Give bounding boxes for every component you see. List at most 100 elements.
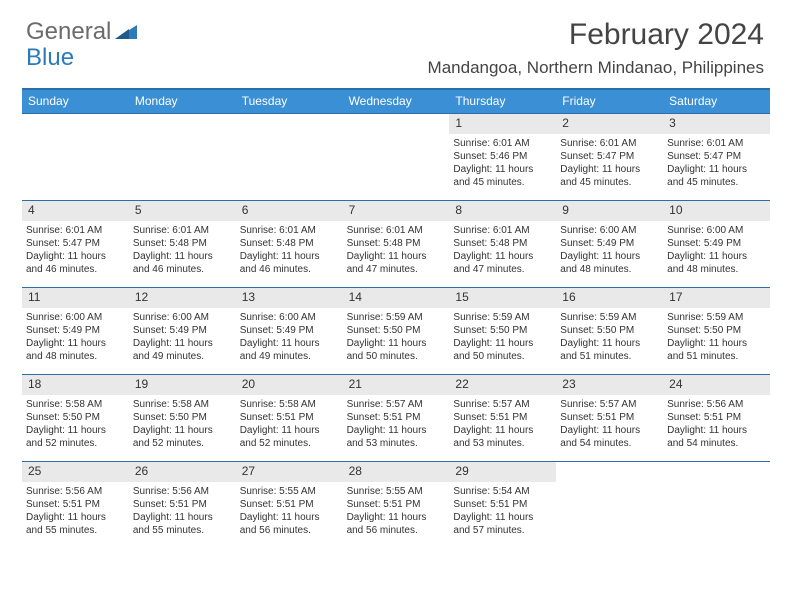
day-header-row: SundayMondayTuesdayWednesdayThursdayFrid… xyxy=(22,90,770,113)
day-number: 10 xyxy=(663,201,770,221)
sunset-text: Sunset: 5:51 PM xyxy=(667,411,766,424)
day-number: 27 xyxy=(236,462,343,482)
calendar-body: 1Sunrise: 6:01 AMSunset: 5:46 PMDaylight… xyxy=(22,113,770,548)
day-number: 12 xyxy=(129,288,236,308)
sunrise-text: Sunrise: 6:01 AM xyxy=(453,137,552,150)
daylight-text: and 52 minutes. xyxy=(26,437,125,450)
calendar-cell xyxy=(22,114,129,200)
day-number: 13 xyxy=(236,288,343,308)
day-number: 28 xyxy=(343,462,450,482)
calendar-cell: 9Sunrise: 6:00 AMSunset: 5:49 PMDaylight… xyxy=(556,201,663,287)
calendar-cell xyxy=(343,114,450,200)
calendar-cell: 10 Sunrise: 6:00 AMSunset: 5:49 PMDayligh… xyxy=(663,201,770,287)
sunset-text: Sunset: 5:49 PM xyxy=(560,237,659,250)
sunrise-text: Sunrise: 6:00 AM xyxy=(560,224,659,237)
daylight-text: Daylight: 11 hours xyxy=(453,163,552,176)
daylight-text: and 55 minutes. xyxy=(26,524,125,537)
daylight-text: Daylight: 11 hours xyxy=(240,424,339,437)
daylight-text: and 46 minutes. xyxy=(133,263,232,276)
daylight-text: and 48 minutes. xyxy=(26,350,125,363)
sunrise-text: Sunrise: 6:01 AM xyxy=(26,224,125,237)
sunrise-text: Sunrise: 5:59 AM xyxy=(667,311,766,324)
day-number: 19 xyxy=(129,375,236,395)
calendar-cell: 13Sunrise: 6:00 AMSunset: 5:49 PMDayligh… xyxy=(236,288,343,374)
sunset-text: Sunset: 5:51 PM xyxy=(347,498,446,511)
day-number: 11 xyxy=(22,288,129,308)
day-number: 22 xyxy=(449,375,556,395)
sunrise-text: Sunrise: 5:54 AM xyxy=(453,485,552,498)
day-number: 1 xyxy=(449,114,556,134)
calendar-cell: 26Sunrise: 5:56 AMSunset: 5:51 PMDayligh… xyxy=(129,462,236,548)
sunrise-text: Sunrise: 5:58 AM xyxy=(26,398,125,411)
sunrise-text: Sunrise: 6:01 AM xyxy=(347,224,446,237)
logo-text-blue: Blue xyxy=(26,44,74,71)
day-number: 21 xyxy=(343,375,450,395)
day-number: 18 xyxy=(22,375,129,395)
day-number: 14 xyxy=(343,288,450,308)
daylight-text: and 54 minutes. xyxy=(560,437,659,450)
title-block: February 2024 Mandangoa, Northern Mindan… xyxy=(428,18,764,78)
calendar-cell: 18Sunrise: 5:58 AMSunset: 5:50 PMDayligh… xyxy=(22,375,129,461)
sunrise-text: Sunrise: 6:00 AM xyxy=(26,311,125,324)
sunset-text: Sunset: 5:48 PM xyxy=(240,237,339,250)
sunrise-text: Sunrise: 6:01 AM xyxy=(453,224,552,237)
logo: General xyxy=(26,18,139,46)
daylight-text: and 50 minutes. xyxy=(347,350,446,363)
sunset-text: Sunset: 5:48 PM xyxy=(133,237,232,250)
daylight-text: and 45 minutes. xyxy=(560,176,659,189)
daylight-text: and 57 minutes. xyxy=(453,524,552,537)
sunset-text: Sunset: 5:47 PM xyxy=(667,150,766,163)
sunrise-text: Sunrise: 5:56 AM xyxy=(26,485,125,498)
daylight-text: and 52 minutes. xyxy=(133,437,232,450)
daylight-text: and 56 minutes. xyxy=(347,524,446,537)
sunrise-text: Sunrise: 6:00 AM xyxy=(667,224,766,237)
daylight-text: Daylight: 11 hours xyxy=(240,511,339,524)
daylight-text: Daylight: 11 hours xyxy=(453,250,552,263)
logo-text-general: General xyxy=(26,18,111,46)
sunset-text: Sunset: 5:50 PM xyxy=(560,324,659,337)
daylight-text: Daylight: 11 hours xyxy=(26,511,125,524)
daylight-text: Daylight: 11 hours xyxy=(560,337,659,350)
daylight-text: Daylight: 11 hours xyxy=(560,250,659,263)
sunrise-text: Sunrise: 5:57 AM xyxy=(347,398,446,411)
calendar-cell: 12Sunrise: 6:00 AMSunset: 5:49 PMDayligh… xyxy=(129,288,236,374)
calendar-week: 1Sunrise: 6:01 AMSunset: 5:46 PMDaylight… xyxy=(22,113,770,200)
calendar-cell xyxy=(663,462,770,548)
day-number: 2 xyxy=(556,114,663,134)
day-number: 23 xyxy=(556,375,663,395)
sunset-text: Sunset: 5:47 PM xyxy=(26,237,125,250)
location-subtitle: Mandangoa, Northern Mindanao, Philippine… xyxy=(428,58,764,78)
daylight-text: and 47 minutes. xyxy=(453,263,552,276)
sunrise-text: Sunrise: 5:55 AM xyxy=(240,485,339,498)
daylight-text: Daylight: 11 hours xyxy=(667,337,766,350)
page-header: General February 2024 Mandangoa, Norther… xyxy=(0,0,792,82)
calendar-cell: 25Sunrise: 5:56 AMSunset: 5:51 PMDayligh… xyxy=(22,462,129,548)
sunset-text: Sunset: 5:49 PM xyxy=(667,237,766,250)
day-number: 7 xyxy=(343,201,450,221)
day-number: 24 xyxy=(663,375,770,395)
sunset-text: Sunset: 5:51 PM xyxy=(560,411,659,424)
calendar: SundayMondayTuesdayWednesdayThursdayFrid… xyxy=(22,88,770,548)
day-header: Thursday xyxy=(449,90,556,113)
daylight-text: Daylight: 11 hours xyxy=(453,511,552,524)
calendar-cell: 5Sunrise: 6:01 AMSunset: 5:48 PMDaylight… xyxy=(129,201,236,287)
calendar-cell: 3Sunrise: 6:01 AMSunset: 5:47 PMDaylight… xyxy=(663,114,770,200)
sunset-text: Sunset: 5:51 PM xyxy=(453,411,552,424)
daylight-text: Daylight: 11 hours xyxy=(667,250,766,263)
calendar-cell: 29Sunrise: 5:54 AMSunset: 5:51 PMDayligh… xyxy=(449,462,556,548)
sunset-text: Sunset: 5:47 PM xyxy=(560,150,659,163)
daylight-text: Daylight: 11 hours xyxy=(26,337,125,350)
daylight-text: Daylight: 11 hours xyxy=(240,250,339,263)
sunset-text: Sunset: 5:50 PM xyxy=(133,411,232,424)
calendar-cell: 28Sunrise: 5:55 AMSunset: 5:51 PMDayligh… xyxy=(343,462,450,548)
calendar-week: 4Sunrise: 6:01 AMSunset: 5:47 PMDaylight… xyxy=(22,200,770,287)
daylight-text: Daylight: 11 hours xyxy=(133,337,232,350)
calendar-cell: 24Sunrise: 5:56 AMSunset: 5:51 PMDayligh… xyxy=(663,375,770,461)
calendar-cell: 6Sunrise: 6:01 AMSunset: 5:48 PMDaylight… xyxy=(236,201,343,287)
logo-text-blue-wrap: Blue xyxy=(26,44,74,72)
sunrise-text: Sunrise: 6:00 AM xyxy=(133,311,232,324)
sunrise-text: Sunrise: 5:59 AM xyxy=(347,311,446,324)
sunset-text: Sunset: 5:51 PM xyxy=(347,411,446,424)
day-header: Tuesday xyxy=(236,90,343,113)
day-header: Friday xyxy=(556,90,663,113)
